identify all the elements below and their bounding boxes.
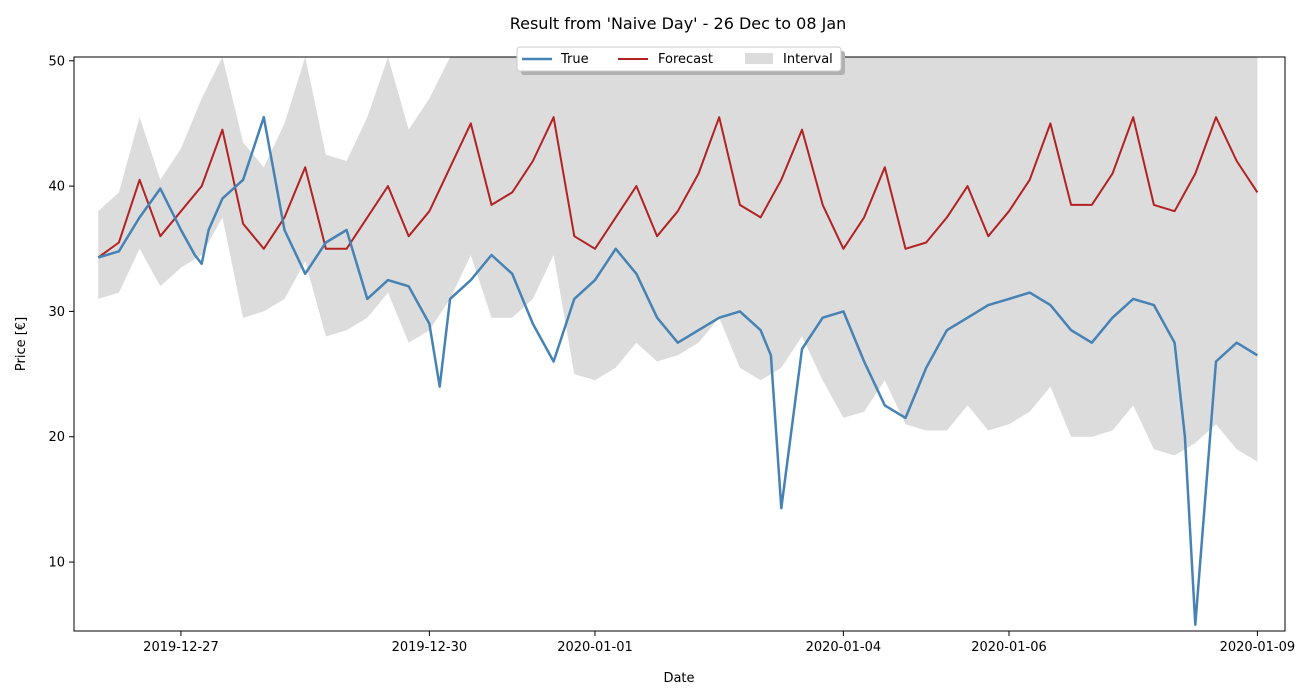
y-tick-label: 50: [48, 54, 65, 69]
x-tick-label: 2020-01-09: [1220, 640, 1296, 655]
legend: True Forecast Interval: [516, 46, 845, 75]
chart-title: Result from 'Naive Day' - 26 Dec to 08 J…: [510, 14, 847, 33]
plot-area: [97, 57, 1259, 626]
series-line-forecast: [97, 116, 1259, 259]
x-axis-label: Date: [663, 671, 694, 686]
x-tick-label: 2020-01-01: [557, 640, 633, 655]
y-axis-label: Price [€]: [14, 317, 29, 371]
interval-band: [98, 57, 1258, 462]
y-axis: 10 20 30 40 50: [48, 54, 74, 571]
y-tick-label: 10: [48, 556, 65, 571]
x-tick-label: 2019-12-27: [143, 640, 219, 655]
y-tick-label: 20: [48, 430, 65, 445]
x-tick-label: 2020-01-06: [971, 640, 1047, 655]
x-tick-label: 2020-01-04: [806, 640, 882, 655]
legend-label-true: True: [560, 52, 589, 67]
legend-swatch-interval: [745, 53, 773, 64]
series-line-true: [97, 115, 1259, 626]
y-tick-label: 40: [48, 180, 65, 195]
y-tick-label: 30: [48, 305, 65, 320]
x-tick-label: 2019-12-30: [392, 640, 468, 655]
legend-label-interval: Interval: [783, 52, 833, 67]
legend-label-forecast: Forecast: [658, 52, 713, 67]
x-axis: 2019-12-27 2019-12-30 2020-01-01 2020-01-04…: [143, 631, 1295, 655]
